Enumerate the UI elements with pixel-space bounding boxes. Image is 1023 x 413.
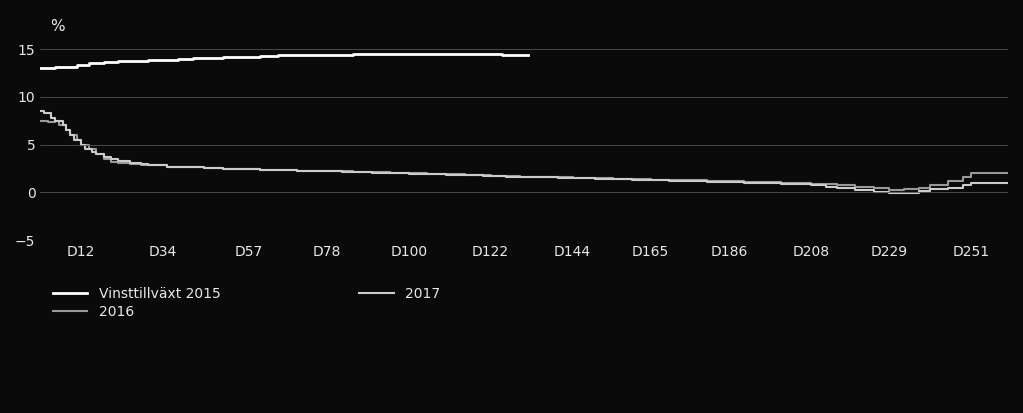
2017 xyxy=(1002,180,1014,185)
2017 xyxy=(369,170,382,175)
2016 xyxy=(1002,171,1014,176)
2017 xyxy=(860,188,873,193)
2016 xyxy=(883,188,895,193)
Vinsttillväxt 2015 xyxy=(369,52,382,57)
2017 xyxy=(94,152,106,157)
Vinsttillväxt 2015 xyxy=(392,52,404,57)
Vinsttillväxt 2015 xyxy=(108,60,121,65)
2016 xyxy=(392,170,404,175)
Line: 2016: 2016 xyxy=(40,121,1008,190)
2017 xyxy=(883,191,895,196)
Legend: Vinsttillväxt 2015, 2016, 2017: Vinsttillväxt 2015, 2016, 2017 xyxy=(47,281,446,324)
2016 xyxy=(537,175,549,180)
Line: 2017: 2017 xyxy=(40,111,1008,193)
2017 xyxy=(34,109,46,114)
2016 xyxy=(34,118,46,123)
Vinsttillväxt 2015 xyxy=(34,66,46,71)
Vinsttillväxt 2015 xyxy=(94,61,106,66)
2016 xyxy=(108,159,121,164)
2016 xyxy=(860,184,873,189)
2016 xyxy=(369,170,382,175)
2017 xyxy=(108,157,121,161)
Text: %: % xyxy=(50,19,64,33)
2016 xyxy=(94,152,106,157)
2017 xyxy=(537,175,549,180)
2017 xyxy=(392,171,404,176)
Line: Vinsttillväxt 2015: Vinsttillväxt 2015 xyxy=(40,54,524,68)
